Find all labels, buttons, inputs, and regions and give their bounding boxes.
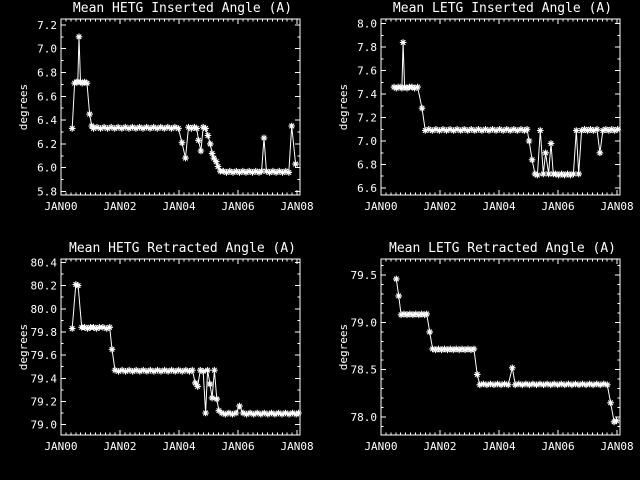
- x-tick-label: JAN08: [280, 200, 313, 213]
- chart-panel-hetg-inserted-angle: JAN00 JAN02 JAN04 JAN06 JAN08 5.8 6.0 6.2 6.4 6.6…: [0, 0, 320, 240]
- x-tick-label: JAN02: [103, 200, 136, 213]
- x-tick-label: JAN02: [423, 200, 456, 213]
- x-tick-label: JAN06: [541, 200, 574, 213]
- chart-panel-hetg-retracted-angle: JAN00 JAN02 JAN04 JAN06 JAN08 79.0 79.2 79.4 79.…: [0, 240, 320, 480]
- y-tick-label: 7.0: [357, 135, 377, 148]
- chart-letg-inserted-angle: JAN00 JAN02 JAN04 JAN06 JAN08 6.6 6.8 7.0 7.2 7.4…: [337, 1, 634, 213]
- series-line: [71, 36, 297, 174]
- y-tick-label: 6.6: [37, 90, 57, 103]
- x-tick-label: JAN00: [44, 440, 77, 453]
- axis-box: [380, 258, 621, 436]
- x-tick-label: JAN06: [221, 200, 254, 213]
- y-tick-label: 6.0: [37, 162, 57, 175]
- x-tick-label: JAN00: [364, 200, 397, 213]
- axis-frame: [380, 258, 621, 436]
- y-tick-label: 7.8: [357, 41, 377, 54]
- y-tick-label: 80.0: [31, 303, 58, 316]
- tick-labels: JAN00 JAN02 JAN04 JAN06 JAN08 79.0 79.2 79.4 79.…: [31, 256, 314, 453]
- y-tick-label: 79.6: [31, 349, 58, 362]
- y-tick-label: 79.0: [351, 316, 378, 329]
- axis-frame: [60, 18, 301, 196]
- y-tick-label: 7.6: [357, 65, 377, 78]
- y-tick-label: 80.2: [31, 280, 58, 293]
- series-line: [395, 278, 617, 423]
- y-tick-label: 6.2: [37, 138, 57, 151]
- y-axis-title: degrees: [337, 324, 350, 370]
- chart-hetg-inserted-angle: JAN00 JAN02 JAN04 JAN06 JAN08 5.8 6.0 6.2 6.4 6.6…: [17, 1, 314, 213]
- y-tick-label: 78.0: [351, 411, 378, 424]
- axis-frame: [380, 18, 621, 196]
- x-tick-label: JAN08: [600, 200, 633, 213]
- data-point-markers: [68, 281, 302, 418]
- y-tick-label: 6.4: [37, 114, 57, 127]
- y-axis-title: degrees: [337, 84, 350, 130]
- x-tick-label: JAN04: [482, 440, 515, 453]
- chart-panel-letg-retracted-angle: JAN00 JAN02 JAN04 JAN06 JAN08 78.0 78.5 79.0 79.…: [320, 240, 640, 480]
- series-line: [393, 42, 618, 176]
- x-tick-label: JAN04: [162, 200, 195, 213]
- x-tick-label: JAN06: [221, 440, 254, 453]
- y-tick-label: 7.2: [37, 19, 57, 32]
- axis-box: [60, 258, 301, 436]
- x-tick-label: JAN06: [541, 440, 574, 453]
- y-tick-label: 7.0: [37, 43, 57, 56]
- y-tick-label: 5.8: [37, 185, 57, 198]
- y-tick-label: 6.8: [357, 158, 377, 171]
- y-tick-label: 7.4: [357, 88, 377, 101]
- axis-box: [380, 18, 621, 196]
- y-tick-label: 6.6: [357, 182, 377, 195]
- y-tick-label: 6.8: [37, 67, 57, 80]
- y-axis-title: degrees: [17, 84, 30, 130]
- y-tick-label: 7.2: [357, 112, 377, 125]
- panel-title: Mean LETG Inserted Angle (A): [393, 1, 612, 16]
- chart-hetg-retracted-angle: JAN00 JAN02 JAN04 JAN06 JAN08 79.0 79.2 79.4 79.…: [17, 241, 314, 453]
- x-tick-label: JAN08: [600, 440, 633, 453]
- x-tick-label: JAN04: [482, 200, 515, 213]
- data-point-markers: [390, 39, 621, 179]
- series-line: [71, 283, 299, 415]
- x-tick-label: JAN04: [162, 440, 195, 453]
- x-tick-label: JAN00: [44, 200, 77, 213]
- data-point-markers: [68, 33, 299, 176]
- panel-title: Mean LETG Retracted Angle (A): [389, 241, 616, 256]
- y-tick-label: 79.4: [31, 372, 58, 385]
- chart-panel-letg-inserted-angle: JAN00 JAN02 JAN04 JAN06 JAN08 6.6 6.8 7.0 7.2 7.4…: [320, 0, 640, 240]
- tick-labels: JAN00 JAN02 JAN04 JAN06 JAN08 78.0 78.5 79.0 79.…: [351, 269, 634, 453]
- x-tick-label: JAN00: [364, 440, 397, 453]
- data-point-markers: [393, 275, 620, 426]
- axis-box: [60, 18, 301, 196]
- axis-frame: [60, 258, 301, 436]
- x-tick-label: JAN02: [423, 440, 456, 453]
- y-tick-label: 8.0: [357, 18, 377, 31]
- panel-title: Mean HETG Inserted Angle (A): [73, 1, 292, 16]
- y-tick-label: 79.2: [31, 395, 58, 408]
- chart-letg-retracted-angle: JAN00 JAN02 JAN04 JAN06 JAN08 78.0 78.5 79.0 79.…: [337, 241, 634, 453]
- tick-labels: JAN00 JAN02 JAN04 JAN06 JAN08 5.8 6.0 6.2 6.4 6.6…: [37, 19, 313, 213]
- x-tick-label: JAN02: [103, 440, 136, 453]
- panel-title: Mean HETG Retracted Angle (A): [69, 241, 296, 256]
- y-axis-title: degrees: [17, 324, 30, 370]
- y-tick-label: 79.5: [351, 269, 378, 282]
- x-tick-label: JAN08: [280, 440, 313, 453]
- y-tick-label: 79.0: [31, 419, 58, 432]
- y-tick-label: 80.4: [31, 256, 58, 269]
- tick-labels: JAN00 JAN02 JAN04 JAN06 JAN08 6.6 6.8 7.0 7.2 7.4…: [357, 18, 633, 213]
- y-tick-label: 78.5: [351, 364, 378, 377]
- y-tick-label: 79.8: [31, 326, 58, 339]
